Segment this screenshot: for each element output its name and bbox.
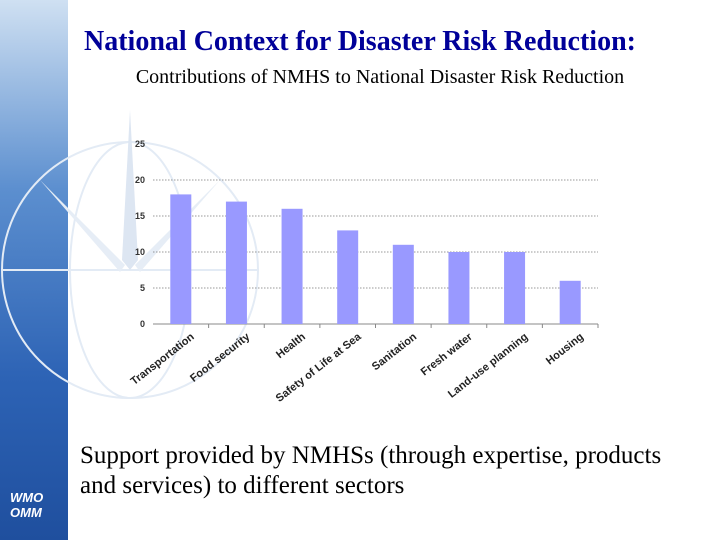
x-category-label: Health	[274, 331, 308, 361]
bar-safety-of-life-at-sea	[337, 230, 359, 324]
logo-line-wmo: WMO	[10, 490, 44, 505]
bar-health	[281, 208, 303, 324]
y-tick-label: 10	[135, 247, 145, 257]
bar-land-use-planning	[504, 252, 526, 324]
bar-sanitation	[392, 244, 414, 324]
x-category-label: Fresh water	[419, 330, 476, 378]
bar-fresh-water	[448, 252, 470, 324]
x-category-label: Food security	[188, 330, 253, 384]
slide-subtitle: Contributions of NMHS to National Disast…	[135, 66, 625, 88]
x-category-label: Transportation	[129, 331, 197, 388]
logo-line-omm: OMM	[10, 505, 42, 520]
y-tick-label: 15	[135, 211, 145, 221]
bar-transportation	[170, 194, 192, 324]
y-tick-label: 5	[140, 283, 145, 293]
x-category-label: Housing	[544, 331, 586, 368]
bar-housing	[559, 280, 581, 324]
slide-caption: Support provided by NMHSs (through exper…	[80, 442, 662, 499]
bar-food-security	[225, 201, 247, 324]
y-tick-label: 20	[135, 175, 145, 185]
wmo-logo: WMO OMM	[10, 490, 43, 520]
y-tick-label: 0	[140, 319, 145, 329]
slide-title: National Context for Disaster Risk Reduc…	[84, 26, 636, 57]
y-tick-label: 25	[135, 139, 145, 149]
x-category-label: Sanitation	[370, 331, 420, 373]
